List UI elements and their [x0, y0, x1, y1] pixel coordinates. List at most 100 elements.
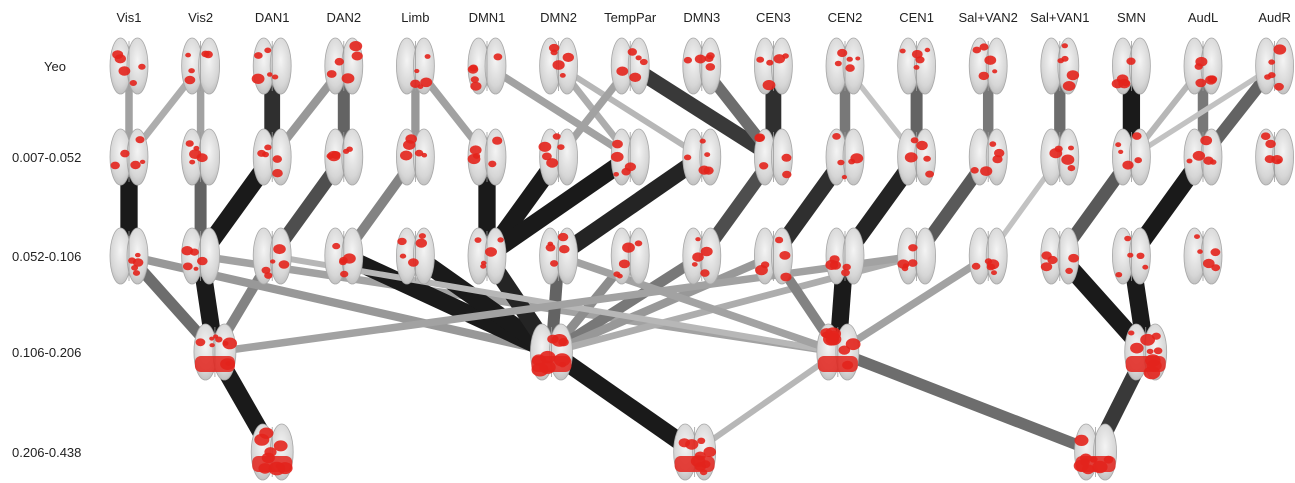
activation-blob: [760, 261, 770, 269]
brain-node: [825, 227, 865, 285]
brain-node: [1040, 128, 1080, 186]
brain-hemisphere-right: [985, 227, 1008, 285]
activation-blob: [264, 47, 272, 54]
brain-hemisphere-right: [985, 37, 1008, 95]
activation-blob: [1134, 157, 1142, 164]
brain-node: [467, 227, 507, 285]
brain-node: [682, 37, 722, 95]
activation-blob: [697, 437, 706, 444]
activation-blob: [1075, 456, 1116, 472]
brain-node: [1040, 37, 1080, 95]
activation-blob: [189, 159, 196, 165]
brain-hemisphere-right: [198, 227, 221, 285]
activation-blob: [683, 56, 692, 64]
activation-blob: [222, 337, 238, 350]
activation-blob: [272, 155, 282, 163]
activation-blob: [261, 266, 271, 274]
column-label: DAN1: [255, 10, 290, 25]
column-label: AudL: [1188, 10, 1218, 25]
activation-blob: [1130, 342, 1144, 354]
activation-blob: [639, 58, 648, 66]
activation-blob: [1194, 63, 1203, 70]
activation-blob: [201, 50, 210, 58]
activation-blob: [474, 237, 482, 243]
activation-blob: [627, 48, 637, 56]
row-labels: Yeo 0.007-0.052 0.052-0.106 0.106-0.206 0.20…: [12, 59, 81, 460]
activation-blob: [855, 56, 861, 61]
brain-hemisphere-right: [198, 37, 221, 95]
activation-blob: [557, 144, 565, 150]
activation-blob: [424, 54, 431, 59]
activation-blob: [545, 243, 556, 252]
brain-node: [673, 423, 717, 481]
activation-blob: [825, 327, 842, 341]
activation-blob: [685, 439, 699, 450]
brain-node: [395, 128, 435, 186]
activation-blob: [193, 266, 199, 271]
activation-blob: [469, 145, 482, 155]
brain-hemisphere-right: [627, 37, 650, 95]
activation-blob: [251, 73, 265, 84]
activation-blob: [334, 57, 344, 66]
brain-node: [395, 227, 435, 285]
brain-hemisphere-right: [627, 128, 650, 186]
activation-blob: [1192, 150, 1206, 161]
activation-blob: [846, 56, 853, 62]
brain-hemisphere-right: [269, 227, 292, 285]
activation-blob: [979, 43, 989, 51]
link-edge: [484, 62, 633, 161]
activation-blob: [264, 144, 272, 151]
activation-blob: [485, 247, 497, 257]
activation-blob: [264, 447, 277, 457]
activation-blob: [629, 72, 642, 82]
row-label: 0.106-0.206: [12, 345, 81, 360]
activation-blob: [559, 245, 570, 254]
activation-blob: [194, 356, 235, 372]
activation-blob: [215, 336, 223, 343]
activation-blob: [538, 141, 552, 152]
brain-node: [1183, 37, 1223, 95]
activation-blob: [1116, 74, 1129, 84]
activation-blob: [924, 47, 931, 53]
activation-blob: [759, 162, 769, 170]
brain-hemisphere-right: [1129, 37, 1151, 95]
activation-blob: [612, 139, 623, 149]
activation-blob: [195, 338, 206, 347]
brain-node: [897, 128, 936, 186]
brain-node: [252, 128, 292, 186]
activation-blob: [1200, 135, 1213, 146]
brain-node: [538, 128, 578, 186]
activation-blob: [842, 263, 851, 271]
link-edge: [548, 251, 705, 357]
activation-blob: [222, 341, 229, 346]
column-label: DMN2: [540, 10, 577, 25]
activation-blob: [613, 271, 621, 277]
activation-blob: [414, 149, 424, 157]
activation-blob: [683, 154, 692, 161]
activation-blob: [613, 172, 619, 177]
column-label: CEN2: [828, 10, 863, 25]
activation-blob: [272, 169, 283, 178]
column-label: CEN3: [756, 10, 791, 25]
activation-blob: [705, 63, 716, 71]
brain-node: [1073, 423, 1117, 481]
activation-blob: [267, 72, 273, 77]
activation-blob: [691, 262, 698, 267]
activation-blob: [780, 272, 792, 282]
activation-blob: [775, 236, 784, 244]
brain-node: [1183, 227, 1223, 285]
activation-blob: [841, 175, 847, 180]
activation-blob: [622, 242, 635, 253]
activation-blob: [1118, 149, 1124, 154]
brain-node: [754, 128, 793, 186]
activation-blob: [1115, 272, 1123, 278]
activation-blob: [699, 138, 706, 144]
activation-blob: [135, 252, 141, 258]
activation-blob: [925, 170, 934, 178]
activation-blob: [1186, 158, 1193, 164]
brain-node: [897, 37, 936, 95]
activation-blob: [773, 54, 786, 64]
column-label: Sal+VAN2: [959, 10, 1018, 25]
activation-blob: [971, 262, 981, 270]
activation-blob: [546, 158, 559, 168]
